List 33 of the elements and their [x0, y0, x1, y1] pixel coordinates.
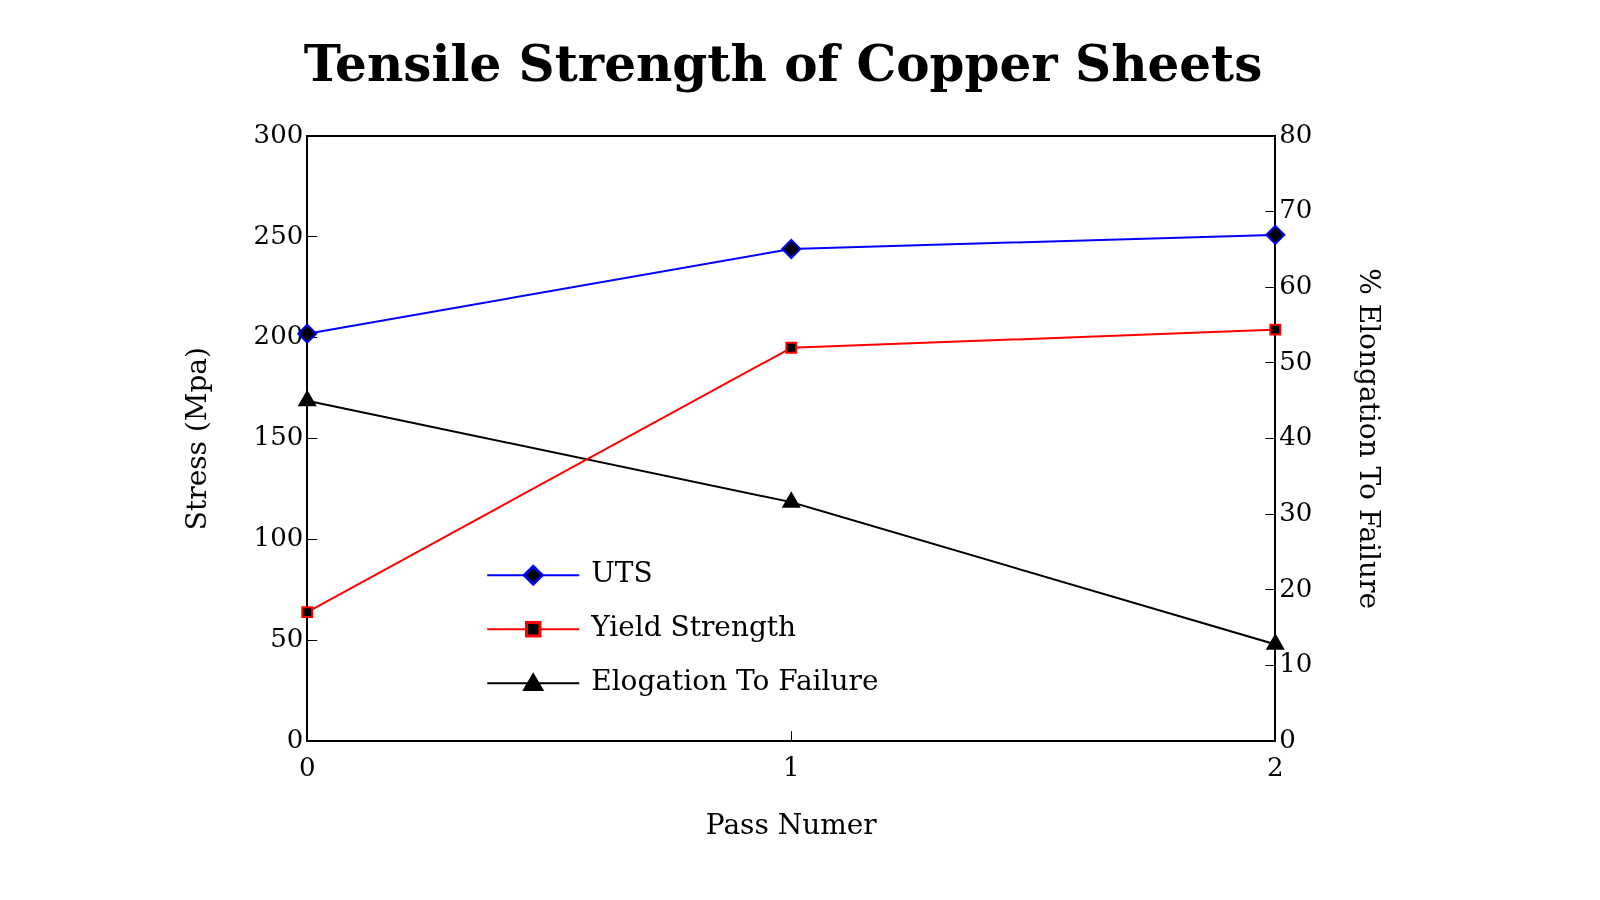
legend-label: UTS: [591, 556, 653, 590]
point: [301, 606, 314, 619]
y2-tick-label: 20: [1279, 572, 1313, 603]
point: [1269, 323, 1282, 336]
y-tick-label: 200: [253, 320, 304, 351]
y2-tick-label: 10: [1279, 648, 1313, 679]
y-tick-label: 150: [253, 421, 304, 452]
y2-tick-label: 60: [1279, 270, 1313, 301]
y-tick-label: 250: [253, 219, 304, 250]
x-tick-label: 2: [1267, 751, 1284, 782]
y2-tick-label: 70: [1279, 194, 1313, 225]
point: [782, 492, 801, 508]
y2-tick-label: 0: [1279, 723, 1296, 754]
y2-tick-label: 50: [1279, 345, 1313, 376]
y-tick-label: 0: [286, 723, 304, 754]
point: [785, 341, 798, 354]
y-tick-label: 300: [253, 118, 304, 149]
y-tick-label: 100: [253, 522, 304, 553]
x-tick-label: 1: [783, 751, 800, 782]
point: [1265, 224, 1286, 245]
y2-tick-label: 80: [1279, 118, 1313, 149]
y-tick-label: 50: [270, 623, 304, 654]
y2-tick-label: 40: [1279, 421, 1313, 452]
y2-tick-label: 30: [1279, 497, 1313, 527]
point: [298, 390, 317, 407]
legend-label: Elogation To Failure: [591, 664, 879, 698]
x-axis-title: Pass Numer: [705, 808, 878, 842]
point: [781, 238, 802, 259]
chart-title: Tensile Strength of Copper Sheets: [303, 33, 1263, 93]
legend-label: Yield Strength: [590, 610, 797, 644]
y2-axis-title: % Elongation To Failure: [1352, 268, 1386, 609]
y-axis-title: Stress (Mpa): [180, 347, 214, 531]
point: [1266, 634, 1285, 650]
